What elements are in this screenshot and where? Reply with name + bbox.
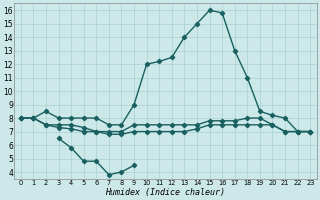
- X-axis label: Humidex (Indice chaleur): Humidex (Indice chaleur): [106, 188, 226, 197]
